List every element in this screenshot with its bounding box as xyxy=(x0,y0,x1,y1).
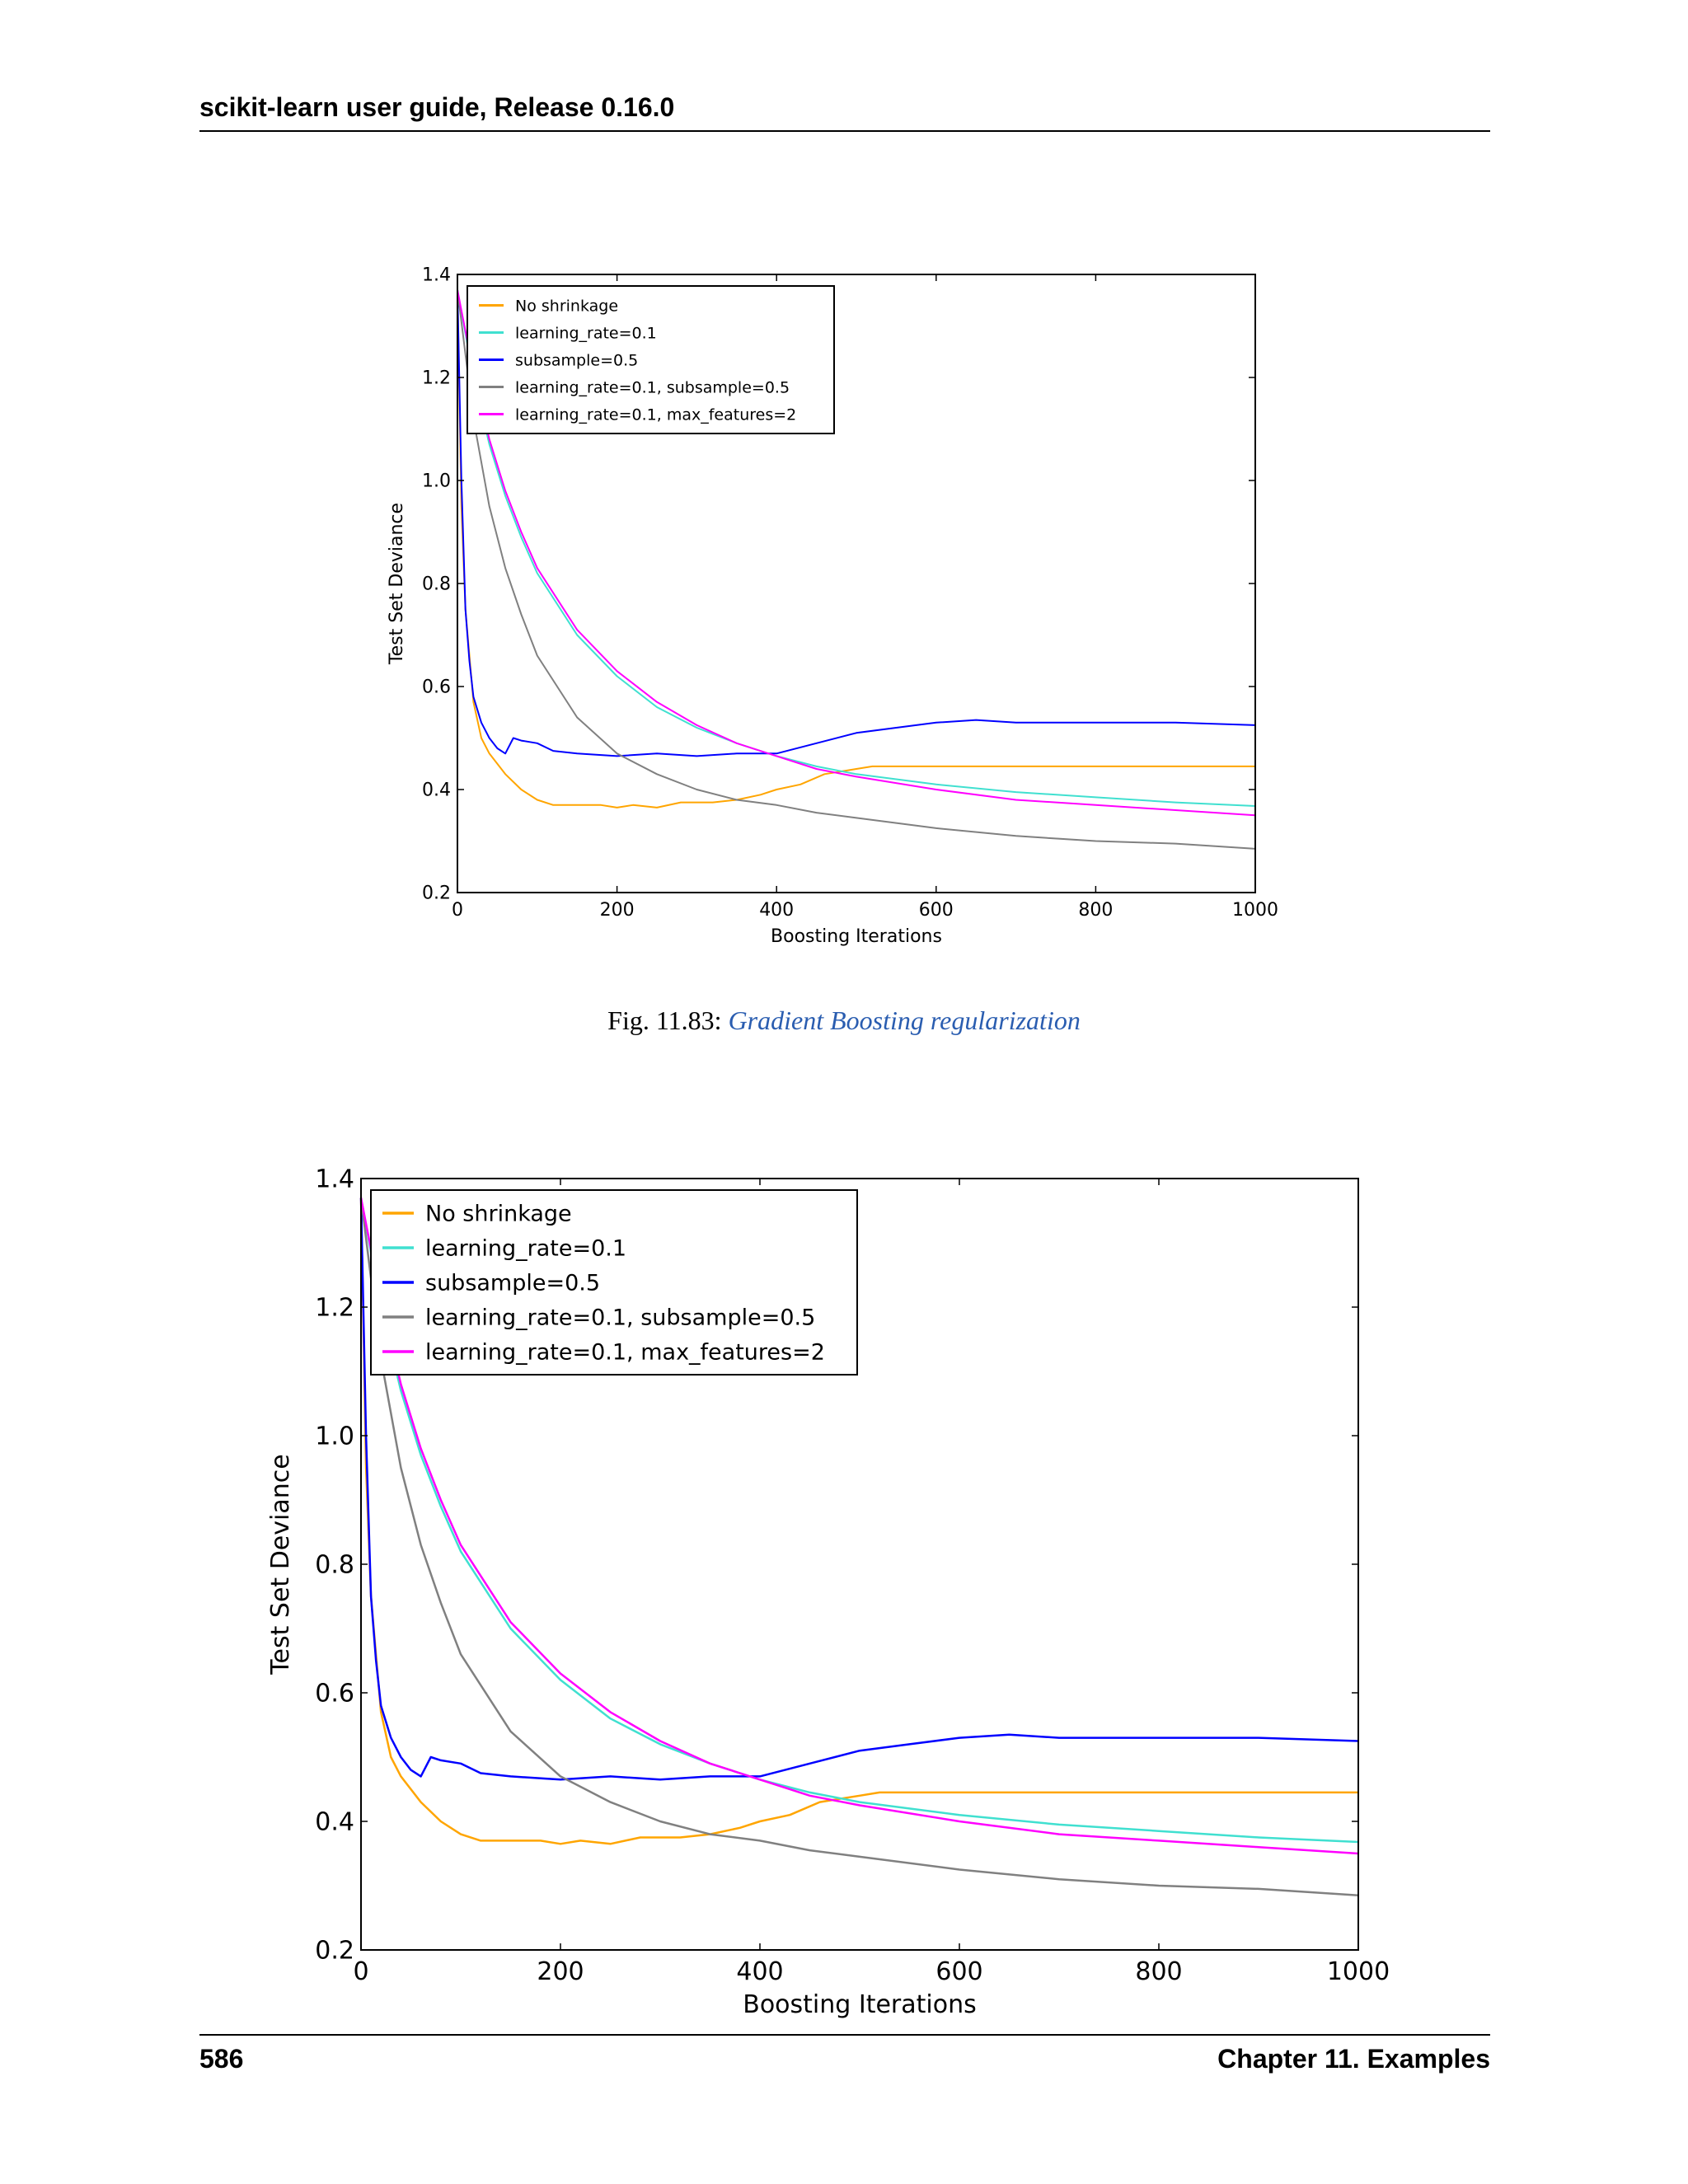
chart1-series-subsample-0-5 xyxy=(457,289,1256,757)
caption-prefix: Fig. 11.83: xyxy=(607,1005,729,1035)
chart2-ytick-label: 1.4 xyxy=(315,1165,354,1194)
chapter-title: Chapter 11. Examples xyxy=(1217,2044,1490,2074)
chart2-xtick-label: 0 xyxy=(353,1957,368,1986)
chart1-legend xyxy=(467,285,835,434)
chart1-x-axis-label: Boosting Iterations xyxy=(771,926,942,947)
chart1-xtick-label: 1000 xyxy=(1232,900,1278,921)
chart2-ytick-label: 0.6 xyxy=(315,1680,354,1708)
chart2-legend-label: No shrinkage xyxy=(425,1202,572,1227)
page-header-title: scikit-learn user guide, Release 0.16.0 xyxy=(199,92,675,122)
chart1-ytick-label: 1.2 xyxy=(422,368,451,389)
header-rule xyxy=(199,130,1490,132)
footer-rule xyxy=(199,2034,1490,2036)
chart2-series-learning-rate-0-1-subsample-0-5 xyxy=(359,1197,1359,1896)
chart1-xtick-label: 400 xyxy=(759,900,794,921)
chart2-ytick-label: 0.8 xyxy=(315,1551,354,1580)
chart2-series-subsample-0-5 xyxy=(359,1197,1359,1781)
chart2-x-axis-label: Boosting Iterations xyxy=(743,1990,977,2019)
chart2-xtick-label: 600 xyxy=(935,1957,982,1986)
figure-caption: Fig. 11.83: Gradient Boosting regulariza… xyxy=(0,1005,1688,1036)
chart2-xtick-label: 1000 xyxy=(1327,1957,1390,1986)
chart1-ytick-label: 0.2 xyxy=(422,883,451,904)
chart1-xtick-label: 0 xyxy=(452,900,463,921)
chart2-legend-label: subsample=0.5 xyxy=(425,1271,600,1296)
chart1-ytick-label: 0.4 xyxy=(422,780,451,801)
chart1-series-learning-rate-0-1-subsample-0-5 xyxy=(457,289,1256,850)
chart2-y-axis-label: Test Set Deviance xyxy=(266,1454,295,1675)
chart1-ytick-label: 0.8 xyxy=(422,574,451,595)
chart1-legend-label: No shrinkage xyxy=(515,297,618,315)
chart2-series-learning-rate-0-1 xyxy=(359,1197,1359,1844)
chart2-ytick-label: 0.2 xyxy=(315,1937,354,1966)
chart1-legend-label: subsample=0.5 xyxy=(515,351,638,369)
chart2-series-learning-rate-0-1-max-features-2 xyxy=(359,1197,1359,1855)
chart1-xtick-label: 600 xyxy=(919,900,954,921)
chart2-legend-label: learning_rate=0.1 xyxy=(425,1236,626,1262)
chart2-legend-label: learning_rate=0.1, max_features=2 xyxy=(425,1340,825,1366)
chart1-ytick-label: 1.4 xyxy=(422,265,451,286)
chart1-series-learning-rate-0-1 xyxy=(457,289,1256,807)
chart2-xtick-label: 800 xyxy=(1135,1957,1182,1986)
chart1-y-axis-label: Test Set Deviance xyxy=(387,503,407,665)
chart-2: 0 200 400 600 800 1000 0.2 0.4 0.6 0.8 1.0 1.2 1.4 Bo… xyxy=(266,1165,1390,2020)
chart2-series-no-shrinkage xyxy=(359,1197,1358,1845)
chart2-xtick-label: 400 xyxy=(736,1957,783,1986)
chart2-legend xyxy=(370,1189,858,1376)
chart1-legend-label: learning_rate=0.1, max_features=2 xyxy=(515,405,796,424)
chart2-ytick-label: 0.4 xyxy=(315,1808,354,1837)
chart2-legend-label: learning_rate=0.1, subsample=0.5 xyxy=(425,1305,815,1331)
chart2-xtick-label: 200 xyxy=(537,1957,584,1986)
chart1-ytick-label: 1.0 xyxy=(422,471,451,492)
chart1-ytick-label: 0.6 xyxy=(422,677,451,698)
chart1-series-learning-rate-0-1-max-features-2 xyxy=(457,289,1256,817)
chart1-series-no-shrinkage xyxy=(457,289,1255,808)
chart-1: 0 200 400 600 800 1000 0.2 0.4 0.6 0.8 1.0 1.2 1.4 Bo… xyxy=(387,265,1278,947)
caption-link[interactable]: Gradient Boosting regularization xyxy=(728,1005,1081,1035)
chart1-xtick-label: 800 xyxy=(1078,900,1113,921)
chart2-ytick-label: 1.2 xyxy=(315,1294,354,1323)
chart1-legend-label: learning_rate=0.1, subsample=0.5 xyxy=(515,378,790,396)
chart1-xtick-label: 200 xyxy=(600,900,635,921)
chart2-ytick-label: 1.0 xyxy=(315,1422,354,1451)
chart1-legend-label: learning_rate=0.1 xyxy=(515,324,657,342)
page-number: 586 xyxy=(199,2044,244,2074)
